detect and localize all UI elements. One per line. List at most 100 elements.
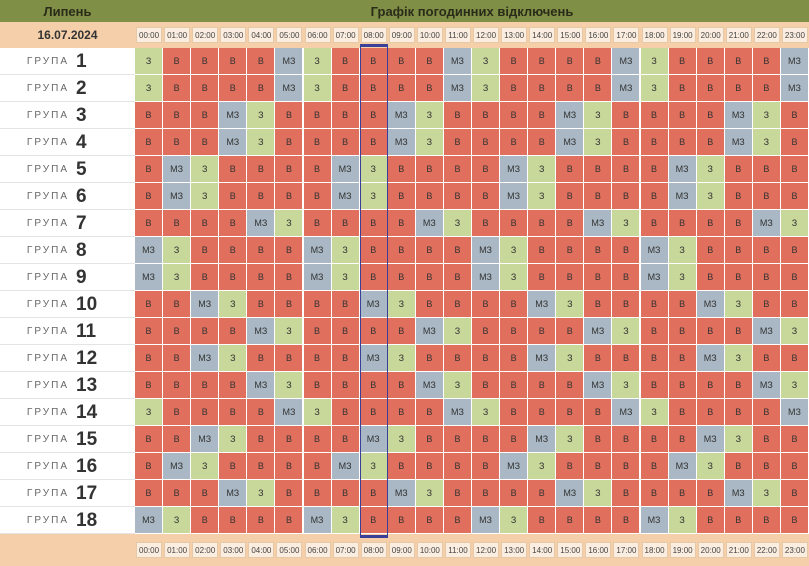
status-cell: В (556, 372, 585, 399)
status-cell: МЗ (303, 237, 332, 264)
status-cell: В (359, 129, 388, 156)
hour-label: 02:00 (192, 542, 219, 558)
row-bg (0, 480, 135, 507)
status-cell: МЗ (135, 237, 164, 264)
status-cell: В (752, 48, 781, 75)
hour-label: 23:00 (781, 542, 808, 558)
status-cell: В (247, 345, 276, 372)
status-cell: В (472, 102, 501, 129)
status-cell: МЗ (443, 48, 472, 75)
status-cell: В (724, 48, 753, 75)
status-cell: В (528, 48, 557, 75)
status-cell: МЗ (191, 426, 220, 453)
status-cell: В (780, 264, 809, 291)
status-cell: В (219, 318, 248, 345)
status-cell: З (556, 426, 585, 453)
status-cell: В (472, 156, 501, 183)
status-cell: З (163, 237, 192, 264)
status-cell: В (612, 129, 641, 156)
status-cell: В (191, 399, 220, 426)
status-cell: МЗ (443, 75, 472, 102)
status-cell: В (584, 237, 613, 264)
group-label: ГРУПА (26, 164, 69, 175)
status-cell: В (612, 507, 641, 534)
status-cell: В (528, 480, 557, 507)
status-cell: В (331, 399, 360, 426)
status-cell: В (500, 318, 529, 345)
status-cell: В (500, 210, 529, 237)
status-cell: В (752, 156, 781, 183)
status-cell: В (443, 345, 472, 372)
status-cell: В (135, 129, 164, 156)
status-cell: В (584, 291, 613, 318)
status-cell: В (780, 183, 809, 210)
status-cell: В (359, 318, 388, 345)
status-cell: В (331, 372, 360, 399)
status-cell: В (500, 102, 529, 129)
status-cell: В (331, 480, 360, 507)
status-cell: З (584, 480, 613, 507)
status-cell: В (668, 318, 697, 345)
group-number: 7 (76, 212, 87, 234)
group-label: ГРУПА (26, 245, 69, 256)
status-cell: В (724, 507, 753, 534)
row-bg (0, 345, 135, 372)
status-cell: МЗ (724, 102, 753, 129)
hour-label: 00:00 (136, 542, 163, 558)
status-cell: В (163, 129, 192, 156)
status-cell: В (303, 480, 332, 507)
status-cell: В (584, 75, 613, 102)
status-cell: МЗ (191, 345, 220, 372)
status-cell: В (415, 75, 444, 102)
status-cell: В (612, 453, 641, 480)
group-number: 13 (76, 374, 98, 396)
status-cell: В (640, 156, 669, 183)
status-cell: В (219, 399, 248, 426)
status-cell: В (275, 156, 304, 183)
status-cell: В (415, 345, 444, 372)
status-cell: МЗ (331, 183, 360, 210)
status-cell: З (752, 480, 781, 507)
hour-label: 17:00 (613, 27, 640, 43)
status-cell: В (387, 48, 416, 75)
status-cell: В (359, 264, 388, 291)
status-cell: В (247, 399, 276, 426)
status-cell: З (331, 264, 360, 291)
status-cell: В (528, 75, 557, 102)
status-cell: З (275, 318, 304, 345)
status-cell: В (724, 372, 753, 399)
status-cell: В (415, 426, 444, 453)
status-cell: В (275, 102, 304, 129)
row-bg (0, 102, 135, 129)
status-cell: В (780, 453, 809, 480)
status-cell: МЗ (668, 453, 697, 480)
status-cell: В (303, 210, 332, 237)
hour-label: 08:00 (360, 27, 387, 43)
status-cell: В (696, 210, 725, 237)
hour-label: 03:00 (220, 542, 247, 558)
status-cell: В (247, 48, 276, 75)
hour-label: 15:00 (557, 542, 584, 558)
status-cell: З (275, 210, 304, 237)
status-cell: МЗ (303, 507, 332, 534)
status-cell: З (219, 345, 248, 372)
status-cell: В (415, 48, 444, 75)
status-cell: З (359, 156, 388, 183)
status-cell: В (387, 237, 416, 264)
row-bg (0, 48, 135, 75)
group-label: ГРУПА (26, 110, 69, 121)
status-cell: В (780, 480, 809, 507)
status-cell: В (696, 480, 725, 507)
status-cell: З (752, 102, 781, 129)
status-cell: МЗ (500, 453, 529, 480)
status-cell: З (500, 507, 529, 534)
status-cell: В (387, 318, 416, 345)
status-cell: В (528, 237, 557, 264)
status-cell: МЗ (472, 507, 501, 534)
status-cell: В (500, 399, 529, 426)
status-cell: В (500, 75, 529, 102)
month: Липень (0, 0, 135, 22)
status-cell: В (443, 237, 472, 264)
status-cell: МЗ (556, 480, 585, 507)
status-cell: В (443, 183, 472, 210)
